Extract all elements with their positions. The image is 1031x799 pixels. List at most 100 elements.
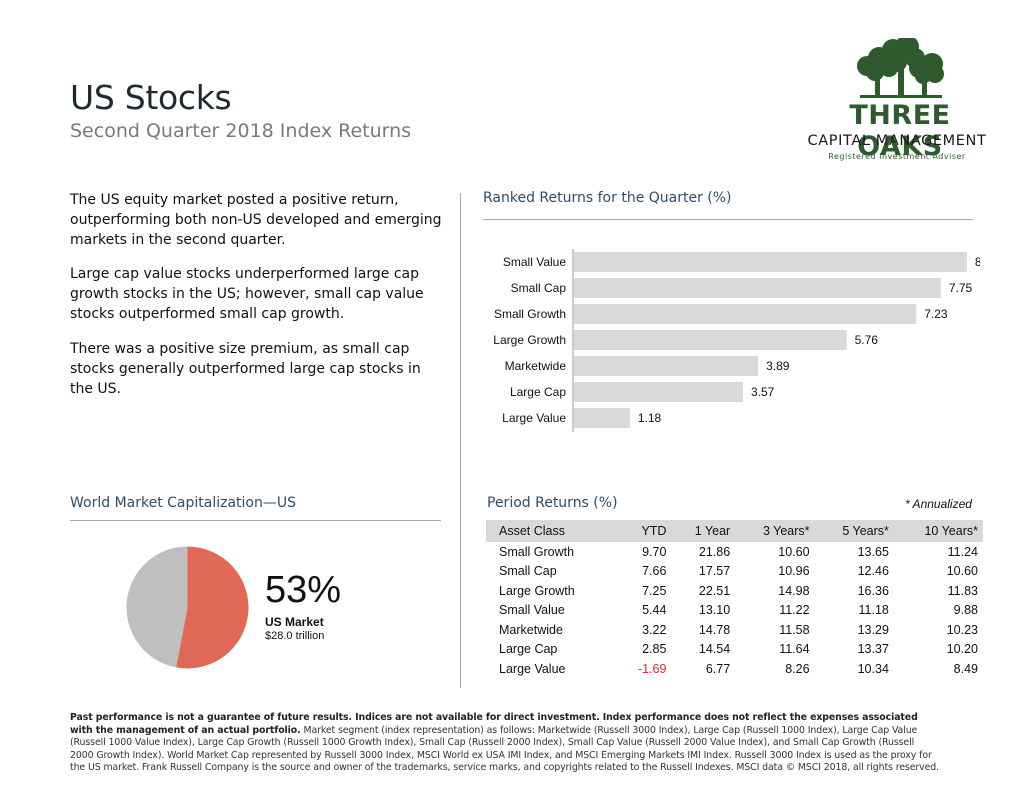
return-cell: 9.88 xyxy=(953,603,978,618)
return-cell: 11.18 xyxy=(858,603,889,618)
return-cell: 13.65 xyxy=(857,544,889,559)
company-logo: THREE OAKS CAPITAL MANAGEMENT Registered… xyxy=(805,38,995,162)
bar-value-label-large-cap: 3.57 xyxy=(751,385,775,399)
asset-class-cell: Small Value xyxy=(499,603,565,618)
return-cell: 11.83 xyxy=(947,583,978,598)
asset-class-cell: Small Cap xyxy=(499,564,557,579)
pie-slice-us xyxy=(176,546,249,669)
bar-category-label-small-value: Small Value xyxy=(503,255,566,269)
pie-slice-rest-of-world xyxy=(126,546,188,668)
intro-paragraph-1: The US equity market posted a positive r… xyxy=(70,192,442,248)
return-cell: 7.25 xyxy=(642,583,667,598)
return-cell: 14.54 xyxy=(698,642,731,657)
return-cell: 11.24 xyxy=(947,544,978,559)
page-title: US Stocks xyxy=(70,78,232,117)
page-subtitle: Second Quarter 2018 Index Returns xyxy=(70,120,412,142)
bar-value-label-marketwide: 3.89 xyxy=(766,359,790,373)
intro-paragraph-3: There was a positive size premium, as sm… xyxy=(70,341,421,397)
column-header-asset-class: Asset Class xyxy=(486,520,618,542)
bar-category-label-large-cap: Large Cap xyxy=(510,385,566,399)
column-header-5-years-: 5 Years* xyxy=(814,520,894,542)
ranked-returns-title: Ranked Returns for the Quarter (%) xyxy=(483,190,732,206)
bar-value-label-small-growth: 7.23 xyxy=(924,307,948,321)
return-cell: 12.46 xyxy=(857,564,889,579)
bar-small-cap xyxy=(574,278,941,298)
bar-large-growth xyxy=(574,330,847,350)
return-cell: 10.60 xyxy=(778,544,810,559)
logo-line3: Registered Investment Adviser xyxy=(828,152,966,161)
return-cell: 9.70 xyxy=(642,544,667,559)
world-cap-rule xyxy=(70,520,441,521)
table-header-row: Asset Class YTD 1 Year 3 Years* 5 Years* 10 Y… xyxy=(486,520,983,542)
asset-class-cell: Large Value xyxy=(499,661,566,676)
intro-paragraph-2: Large cap value stocks underperformed la… xyxy=(70,266,424,322)
bar-category-label-small-growth: Small Growth xyxy=(494,307,566,321)
return-cell: 21.86 xyxy=(698,544,731,559)
table-row: Small Cap 7.66 17.57 10.96 12.46 10.60 xyxy=(486,562,983,582)
return-cell: 11.58 xyxy=(779,622,810,637)
bar-category-label-marketwide: Marketwide xyxy=(505,359,567,373)
return-cell: 5.44 xyxy=(642,603,667,618)
bar-marketwide xyxy=(574,356,759,376)
vertical-divider xyxy=(460,193,461,688)
period-returns-title: Period Returns (%) xyxy=(487,495,618,511)
return-cell: 13.37 xyxy=(857,642,889,657)
bar-large-cap xyxy=(574,382,743,402)
return-cell: 10.34 xyxy=(857,661,889,676)
return-cell: 13.29 xyxy=(857,622,889,637)
table-row: Large Cap 2.85 14.54 11.64 13.37 10.20 xyxy=(486,640,983,660)
disclaimer-footnote: Past performance is not a guarantee of f… xyxy=(70,712,940,775)
bar-small-value xyxy=(574,252,967,272)
bar-small-growth xyxy=(574,304,917,324)
period-returns-table: Asset Class YTD 1 Year 3 Years* 5 Years* 10 Y… xyxy=(486,520,983,679)
ranked-returns-rule xyxy=(483,219,973,220)
logo-line2: CAPITAL MANAGEMENT xyxy=(807,133,987,149)
oak-trees-icon xyxy=(857,38,944,98)
return-cell: 16.36 xyxy=(857,583,889,598)
world-cap-pie-chart xyxy=(126,546,249,669)
annualized-note: * Annualized xyxy=(905,497,972,511)
return-cell: 17.57 xyxy=(698,564,731,579)
bar-category-label-large-value: Large Value xyxy=(502,411,566,425)
table-row: Large Growth 7.25 22.51 14.98 16.36 11.83 xyxy=(486,581,983,601)
asset-class-cell: Marketwide xyxy=(499,622,563,637)
us-market-label: US Market xyxy=(265,615,324,629)
bar-value-label-large-growth: 5.76 xyxy=(855,333,879,347)
return-cell: 11.64 xyxy=(779,642,810,657)
return-cell: 3.22 xyxy=(642,622,667,637)
return-cell: 13.10 xyxy=(698,603,731,618)
return-cell: 7.66 xyxy=(642,564,667,579)
return-cell: 8.49 xyxy=(953,661,978,676)
return-cell: 10.23 xyxy=(946,622,978,637)
bar-category-label-large-growth: Large Growth xyxy=(493,333,566,347)
asset-class-cell: Large Cap xyxy=(499,642,558,657)
ranked-returns-chart: Small Value 8.30 Small Cap 7.75 Small Growth… xyxy=(493,249,980,432)
return-cell: 22.51 xyxy=(698,583,731,598)
column-header-1-year: 1 Year xyxy=(671,520,736,542)
return-cell: 14.98 xyxy=(778,583,810,598)
return-cell: 6.77 xyxy=(705,661,731,676)
disclaimer-bold: Past performance is not a guarantee of f… xyxy=(70,712,918,736)
column-header-ytd: YTD xyxy=(617,520,672,542)
column-header-10-years-: 10 Years* xyxy=(893,520,983,542)
return-cell: 10.20 xyxy=(946,642,978,657)
us-market-percent: 53% xyxy=(265,569,342,611)
table-row: Marketwide 3.22 14.78 11.58 13.29 10.23 xyxy=(486,620,983,640)
world-cap-title: World Market Capitalization—US xyxy=(70,495,297,511)
asset-class-cell: Small Growth xyxy=(499,544,575,559)
return-cell: 11.22 xyxy=(779,603,810,618)
return-cell: 2.85 xyxy=(642,642,667,657)
disclaimer-text: Market segment (index representation) as… xyxy=(70,724,939,774)
logo-name: THREE OAKS xyxy=(849,100,951,162)
bar-large-value xyxy=(574,408,630,428)
table-row: Small Value 5.44 13.10 11.22 11.18 9.88 xyxy=(486,601,983,621)
return-cell: 8.26 xyxy=(785,661,810,676)
bar-value-label-small-cap: 7.75 xyxy=(949,281,973,295)
us-market-value: $28.0 trillion xyxy=(265,630,325,642)
return-cell: 10.96 xyxy=(778,564,810,579)
table-row: Large Value -1.69 6.77 8.26 10.34 8.49 xyxy=(486,659,983,679)
bar-value-label-small-value: 8.30 xyxy=(975,255,980,269)
table-row: Small Growth 9.70 21.86 10.60 13.65 11.24 xyxy=(486,542,983,562)
return-cell: -1.69 xyxy=(637,661,667,676)
bar-value-label-large-value: 1.18 xyxy=(638,411,662,425)
